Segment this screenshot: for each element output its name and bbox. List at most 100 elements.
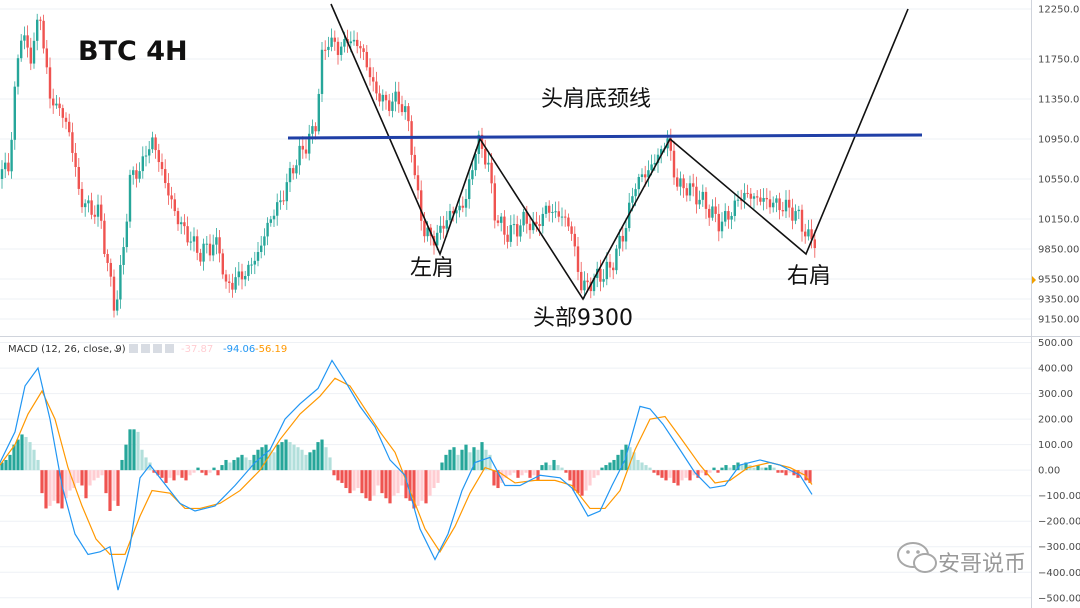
macd-histogram-bar bbox=[232, 459, 236, 471]
macd-histogram-bar bbox=[260, 447, 264, 471]
macd-histogram-bar bbox=[564, 470, 568, 473]
macd-histogram-bar bbox=[160, 470, 164, 478]
macd-histogram-bar bbox=[440, 462, 444, 471]
chevron-down-icon[interactable]: ⌄ bbox=[112, 344, 120, 355]
candle-body bbox=[298, 145, 301, 166]
macd-histogram-bar bbox=[284, 439, 288, 471]
macd-histogram-bar bbox=[808, 470, 812, 483]
macd-histogram-bar bbox=[288, 442, 292, 471]
macd-histogram-bar bbox=[404, 470, 408, 499]
candle-body bbox=[496, 220, 500, 223]
candle-body bbox=[272, 215, 276, 220]
candle-body bbox=[160, 162, 164, 170]
macd-tick-label: 300.00 bbox=[1038, 389, 1073, 400]
candle-body bbox=[669, 138, 672, 151]
macd-histogram-bar bbox=[376, 470, 380, 486]
candle-body bbox=[71, 132, 74, 153]
macd-histogram-bar bbox=[468, 452, 472, 471]
macd-histogram-bar bbox=[156, 470, 160, 476]
candle-body bbox=[650, 164, 653, 171]
macd-histogram-bar bbox=[144, 457, 148, 471]
candle-body bbox=[688, 183, 692, 196]
macd-histogram-bar bbox=[188, 470, 192, 476]
macd-histogram-bar bbox=[540, 465, 544, 471]
candle-body bbox=[800, 209, 804, 232]
macd-histogram-bar bbox=[732, 465, 736, 471]
candle-body bbox=[144, 155, 148, 157]
eye-icon[interactable] bbox=[129, 344, 138, 353]
candle-body bbox=[292, 168, 295, 174]
macd-histogram-bar bbox=[580, 470, 584, 496]
macd-histogram-bar bbox=[32, 449, 36, 471]
macd-histogram-bar bbox=[64, 470, 68, 499]
candle-body bbox=[653, 162, 656, 165]
candle-body bbox=[256, 251, 260, 261]
macd-histogram-bar bbox=[12, 444, 16, 471]
macd-histogram-bar bbox=[108, 470, 112, 512]
candle-body bbox=[532, 221, 535, 231]
candle-body bbox=[39, 19, 42, 21]
candle-body bbox=[135, 170, 138, 179]
macd-histogram-bar bbox=[676, 470, 680, 486]
candle-body bbox=[68, 121, 71, 133]
candle-body bbox=[624, 228, 628, 242]
candle-body bbox=[442, 225, 445, 229]
candle-body bbox=[583, 280, 586, 291]
candle-body bbox=[164, 169, 167, 184]
macd-histogram-bar bbox=[448, 449, 452, 471]
macd-histogram-bar bbox=[484, 449, 488, 471]
macd-histogram-bar bbox=[92, 470, 96, 481]
candle-body bbox=[202, 243, 205, 262]
candle-body bbox=[615, 248, 618, 271]
candle-body bbox=[375, 81, 378, 94]
macd-histogram-bar bbox=[584, 470, 588, 491]
macd-histogram-bar bbox=[408, 470, 412, 501]
macd-histogram-bar bbox=[596, 470, 600, 476]
macd-histogram-bar bbox=[176, 470, 180, 476]
candle-body bbox=[544, 205, 548, 214]
macd-histogram-bar bbox=[24, 436, 28, 471]
macd-histogram-bar bbox=[124, 444, 128, 471]
candle-body bbox=[672, 150, 676, 178]
candle-body bbox=[692, 183, 695, 187]
macd-histogram-bar bbox=[720, 467, 724, 471]
candle-body bbox=[212, 244, 215, 256]
candle-body bbox=[762, 197, 765, 202]
candle-body bbox=[157, 150, 160, 163]
last-price-marker bbox=[1031, 275, 1036, 285]
candle-body bbox=[10, 139, 13, 172]
candle-body bbox=[141, 156, 144, 172]
macd-histogram-bar bbox=[436, 470, 440, 483]
head-label: 头部9300 bbox=[533, 306, 633, 331]
candle-body bbox=[560, 216, 564, 218]
candle-body bbox=[132, 170, 135, 175]
close-icon[interactable] bbox=[153, 344, 162, 353]
candle-body bbox=[618, 235, 621, 249]
macd-histogram-bar bbox=[252, 454, 256, 471]
macd-histogram-bar bbox=[700, 470, 704, 473]
candle-body bbox=[576, 246, 580, 272]
price-axis: 12250.00 11750.00 11350.00 10950.00 10550.00… bbox=[1038, 5, 1080, 326]
candle-body bbox=[730, 215, 733, 220]
candle-body bbox=[506, 234, 509, 242]
candle-body bbox=[317, 93, 320, 132]
macd-histogram-bar bbox=[588, 470, 592, 486]
macd-histogram-bar bbox=[136, 431, 140, 471]
candle-body bbox=[314, 126, 317, 132]
macd-histogram-bar bbox=[236, 457, 240, 471]
candle-body bbox=[77, 167, 80, 189]
macd-histogram-bar bbox=[416, 470, 420, 506]
candle-body bbox=[93, 214, 96, 217]
settings-icon[interactable] bbox=[141, 344, 150, 353]
macd-histogram-bar bbox=[272, 452, 276, 471]
candle-body bbox=[189, 241, 192, 243]
candle-body bbox=[464, 199, 468, 208]
candle-body bbox=[263, 236, 266, 246]
macd-histogram-bar bbox=[308, 452, 312, 471]
candle-body bbox=[548, 205, 551, 213]
candle-body bbox=[32, 40, 36, 64]
candle-body bbox=[100, 204, 103, 221]
candle-body bbox=[631, 196, 634, 203]
more-icon[interactable] bbox=[165, 344, 174, 353]
candle-body bbox=[554, 211, 557, 213]
